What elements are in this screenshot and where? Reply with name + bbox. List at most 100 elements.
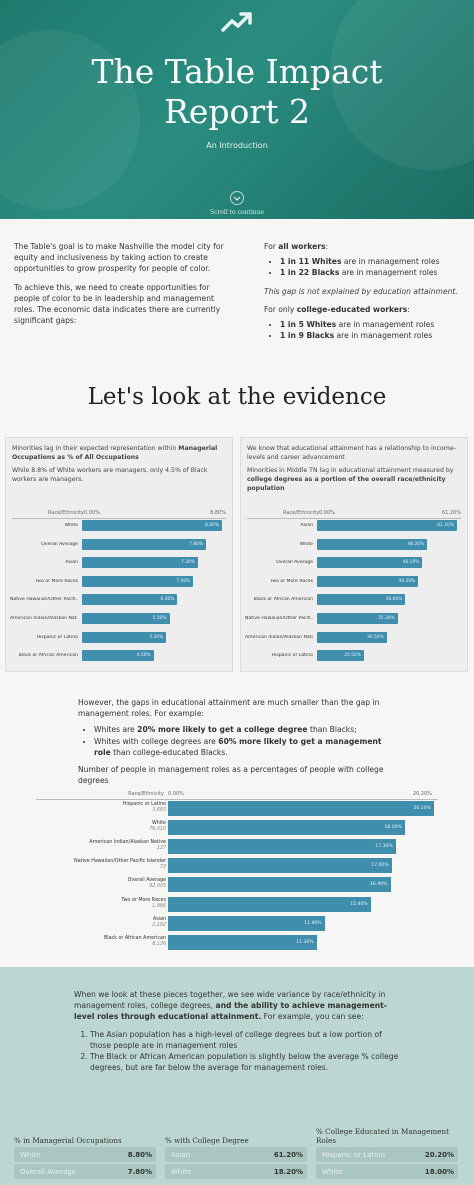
table-cell-label: White xyxy=(171,1167,192,1176)
bar-value-label: 38.60% xyxy=(385,597,403,603)
bar-category-label: White 76,010 xyxy=(36,821,166,833)
bar xyxy=(317,650,364,662)
bar-category-label: Asian 2,192 xyxy=(36,917,166,929)
axis-min-label: 0.00% xyxy=(319,510,335,516)
category-count: 127 xyxy=(156,846,166,852)
summary-list: The Asian population has a high-level of… xyxy=(90,1029,404,1074)
text: Minorities in Middle TN lag in education… xyxy=(247,467,454,474)
summary-section: When we look at these pieces together, w… xyxy=(0,967,474,1185)
bar-value-label: 6.00% xyxy=(160,597,175,603)
hero-decoration xyxy=(0,30,140,210)
bar-value-label: 18.00% xyxy=(384,825,403,831)
bar-value-label: 61.20% xyxy=(437,523,454,528)
intro-right-text: For all workers: 1 in 11 Whites are in m… xyxy=(264,241,464,348)
text-bold: and the ability to achieve management-le… xyxy=(74,1001,387,1022)
page-title-line: The Table Impact xyxy=(91,52,383,91)
text: are in management roles xyxy=(336,320,435,330)
scroll-down-icon[interactable] xyxy=(230,191,244,205)
bar xyxy=(82,538,207,550)
table-cell-value: 18.20% xyxy=(273,1167,303,1176)
bar-category-label: Overall Average xyxy=(276,560,313,566)
page-title-line: Report 2 xyxy=(164,92,310,131)
category-name: Asian xyxy=(152,916,166,922)
bar xyxy=(168,896,371,912)
summary-text: When we look at these pieces together, w… xyxy=(74,989,404,1073)
text: than college-educated Blacks. xyxy=(110,747,228,757)
text: When we look at these pieces together, w… xyxy=(74,990,386,1011)
scroll-label[interactable]: Scroll to continue xyxy=(209,209,265,216)
text: For example, you can see: xyxy=(261,1012,364,1022)
bar-value-label: 5.30% xyxy=(149,634,164,640)
table-cell-value: 61.20% xyxy=(273,1150,303,1159)
text: are in management roles xyxy=(341,257,440,267)
axis-max-label: 8.80% xyxy=(210,510,226,516)
axis-line xyxy=(12,518,226,519)
bar-value-label: 5.50% xyxy=(152,616,167,621)
text-bold: college-educated workers xyxy=(296,304,408,314)
category-count: 1,986 xyxy=(152,903,166,909)
column-header: Race/Ethnicity xyxy=(283,510,319,516)
text: For xyxy=(264,242,279,251)
table-cell-value: 18.00% xyxy=(424,1167,454,1176)
panel-description: Minorities lag in their expected represe… xyxy=(12,444,228,488)
bar xyxy=(317,613,398,624)
college-workers-heading: For only college-educated workers: xyxy=(264,304,464,315)
table-cell-label: Overall Average xyxy=(20,1167,76,1176)
bar-value-label: 17.30% xyxy=(375,844,393,850)
bar-category-label: Native Hawaiian/Other Pacifi... xyxy=(10,597,78,603)
table-header: % with College Degree xyxy=(165,1136,249,1145)
bar xyxy=(317,557,423,569)
table-row: Overall Average 7.80% xyxy=(14,1164,156,1179)
category-name: Native Hawaiian/Other Pacific Islander xyxy=(74,859,166,865)
intro-paragraph: To achieve this, we need to create oppor… xyxy=(14,282,221,326)
list-item: 1 in 5 Whites are in management roles xyxy=(280,319,464,330)
bar xyxy=(168,858,392,874)
text: : xyxy=(407,304,410,314)
bar-value-label: 15.40% xyxy=(350,901,368,907)
list-item: The Black or African American population… xyxy=(90,1051,404,1073)
panel-text: Minorities lag in their expected represe… xyxy=(12,444,228,462)
gap-explanation: However, the gaps in educational attainm… xyxy=(78,697,398,786)
list-item: 1 in 22 Blacks are in management roles xyxy=(280,267,464,278)
bar xyxy=(168,934,317,950)
table-cell-label: White xyxy=(20,1150,41,1159)
bar xyxy=(317,575,419,587)
bar-category-label: Hispanic or Latino 3,683 xyxy=(36,802,166,814)
bar-value-label: 8.80% xyxy=(205,523,219,528)
bar xyxy=(168,877,391,893)
bar-value-label: 4.50% xyxy=(136,653,151,659)
college-degree-chart-panel: We know that educational attainment has … xyxy=(240,437,468,672)
panel-text: Minorities in Middle TN lag in education… xyxy=(247,466,463,493)
bar-value-label: 16.90% xyxy=(370,882,388,888)
text-bold: 20% more likely to get a college degree xyxy=(137,725,308,735)
axis-max-label: 61.20% xyxy=(441,510,461,516)
text-bold: 1 in 22 Blacks xyxy=(280,268,340,278)
table-row: White 18.00% xyxy=(316,1164,458,1179)
panel-text: While 8.8% of White workers are managers… xyxy=(12,467,208,483)
bar-category-label: White xyxy=(64,523,78,528)
bar-category-label: Black or African American 8,136 xyxy=(36,936,166,948)
page-subtitle: An Introduction xyxy=(206,141,268,150)
table-row: Hispanic or Latino 20.20% xyxy=(316,1147,458,1162)
summary-paragraph: When we look at these pieces together, w… xyxy=(74,989,404,1023)
text-bold: 1 in 11 Whites xyxy=(280,257,342,267)
bar-value-label: 44.30% xyxy=(398,578,416,584)
bar xyxy=(317,594,406,606)
table-cell-value: 20.20% xyxy=(424,1150,454,1159)
list-item: The Asian population has a high-level of… xyxy=(90,1029,404,1051)
category-count: 92,005 xyxy=(149,884,166,890)
intro-paragraph: The Table's goal is to make Nashville th… xyxy=(14,242,224,274)
intro-left-text: The Table's goal is to make Nashville th… xyxy=(14,241,234,333)
bar xyxy=(317,538,428,550)
axis-max-label: 20.20% xyxy=(412,791,432,797)
panel-text: We know that educational attainment has … xyxy=(247,445,456,461)
bar-category-label: Two or More Races xyxy=(35,578,78,584)
bar xyxy=(82,575,194,587)
all-workers-heading: For all workers: xyxy=(264,241,464,252)
table-cell-value: 8.80% xyxy=(127,1150,152,1159)
category-name: Black or African American xyxy=(103,935,166,941)
mid-list: Whites are 20% more likely to get a coll… xyxy=(94,724,398,758)
bar-value-label: 20.50% xyxy=(344,653,361,659)
bar xyxy=(82,650,154,662)
mid-intro: However, the gaps in educational attainm… xyxy=(78,698,380,719)
